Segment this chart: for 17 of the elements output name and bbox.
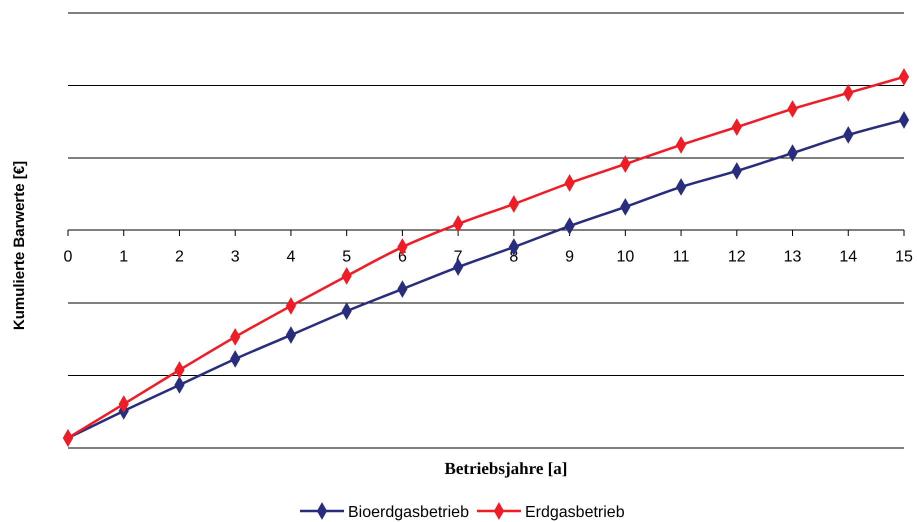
x-tick-label: 0 [64, 248, 73, 266]
x-tick-label: 4 [286, 248, 296, 266]
x-tick-label: 2 [175, 248, 184, 266]
x-tick-label: 11 [672, 248, 690, 266]
x-tick-label: 13 [784, 248, 802, 266]
x-tick-label: 1 [119, 248, 128, 266]
legend-label: Erdgasbetrieb [524, 504, 625, 521]
x-tick-label: 5 [342, 248, 352, 266]
x-tick-label: 9 [565, 248, 574, 266]
x-tick-label: 15 [895, 248, 913, 266]
x-tick-label: 3 [230, 248, 240, 266]
x-tick-label: 14 [839, 248, 858, 266]
x-tick-label: 10 [616, 248, 634, 266]
x-tick-label: 12 [728, 248, 746, 266]
legend-label: Bioerdgasbetrieb [348, 504, 470, 521]
x-axis-title: Betriebsjahre [a] [444, 459, 568, 478]
y-axis-title: Kumulierte Barwerte [€] [11, 160, 28, 330]
